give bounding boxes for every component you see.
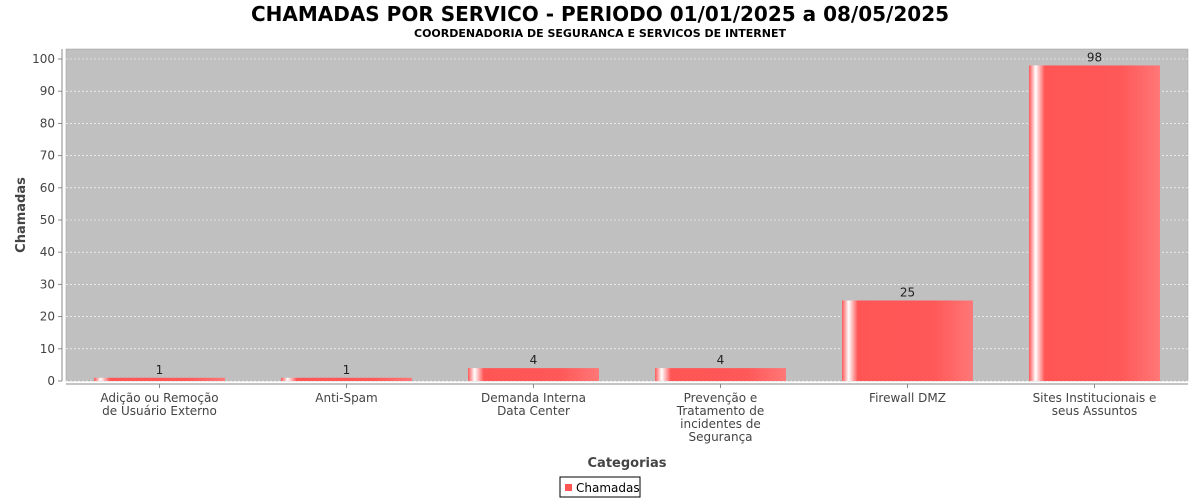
y-tick-label: 40 xyxy=(40,245,55,259)
x-tick-label-line: Anti-Spam xyxy=(315,391,377,405)
bars xyxy=(94,65,1160,381)
x-tick-label: Prevenção e Tratamento de incidentes de Seg… xyxy=(676,391,764,444)
bar xyxy=(842,300,973,381)
x-tick-label: Adição ou Remoção de Usuário Externo xyxy=(100,391,218,418)
value-label: 25 xyxy=(900,286,915,300)
plot-area xyxy=(65,48,1189,382)
bar xyxy=(1029,65,1160,381)
x-tick-label-line: seus Assuntos xyxy=(1052,404,1138,418)
x-tick-label: Demanda Interna Data Center xyxy=(481,391,586,418)
x-tick-label-line: Segurança xyxy=(688,430,752,444)
x-tick-label: Sites Institucionais e seus Assuntos xyxy=(1033,391,1157,418)
chart-title: CHAMADAS POR SERVICO - PERIODO 01/01/202… xyxy=(251,2,949,26)
x-tick-label-line: Tratamento de xyxy=(676,404,764,418)
x-axis-ticks: Adição ou Remoção de Usuário Externo Anti-… xyxy=(100,384,1156,444)
gridlines xyxy=(66,58,1188,382)
bar xyxy=(468,368,599,381)
chart-subtitle: COORDENADORIA DE SEGURANCA E SERVICOS DE… xyxy=(414,27,786,40)
y-tick-label: 100 xyxy=(32,52,55,66)
value-label: 4 xyxy=(530,353,538,367)
value-label: 4 xyxy=(717,353,725,367)
x-tick-label: Anti-Spam xyxy=(315,391,377,405)
x-axis-title: Categorias xyxy=(588,456,667,471)
y-tick-label: 80 xyxy=(40,116,55,130)
y-tick-label: 70 xyxy=(40,149,55,163)
x-tick-label-line: Adição ou Remoção xyxy=(100,391,218,405)
x-tick-label-line: Sites Institucionais e xyxy=(1033,391,1157,405)
bar xyxy=(281,377,412,381)
y-tick-label: 30 xyxy=(40,277,55,291)
bar xyxy=(94,377,225,381)
x-tick-label-line: Firewall DMZ xyxy=(869,391,946,405)
value-label: 1 xyxy=(343,363,351,377)
y-tick-label: 50 xyxy=(40,213,55,227)
legend-label: Chamadas xyxy=(576,481,640,495)
x-tick-label-line: Demanda Interna xyxy=(481,391,586,405)
y-tick-label: 90 xyxy=(40,84,55,98)
value-label: 1 xyxy=(156,363,164,377)
y-tick-label: 10 xyxy=(40,342,55,356)
legend: Chamadas xyxy=(559,476,641,498)
x-tick-label-line: de Usuário Externo xyxy=(102,404,217,418)
legend-box xyxy=(559,476,641,498)
y-tick-label: 20 xyxy=(40,310,55,324)
bar xyxy=(655,368,786,381)
value-label: 98 xyxy=(1087,50,1102,64)
y-tick-label: 60 xyxy=(40,181,55,195)
y-axis-ticks: 0 10 20 30 40 50 60 70 80 90 100 xyxy=(32,52,62,388)
value-labels: 1 1 4 4 25 98 xyxy=(156,50,1102,376)
y-axis-title: Chamadas xyxy=(14,177,29,253)
x-tick-label-line: Prevenção e xyxy=(684,391,758,405)
x-tick-label-line: Data Center xyxy=(497,404,570,418)
legend-swatch xyxy=(565,484,572,491)
y-tick-label: 0 xyxy=(47,374,55,388)
x-tick-label: Firewall DMZ xyxy=(869,391,946,405)
x-tick-label-line: incidentes de xyxy=(680,417,761,431)
